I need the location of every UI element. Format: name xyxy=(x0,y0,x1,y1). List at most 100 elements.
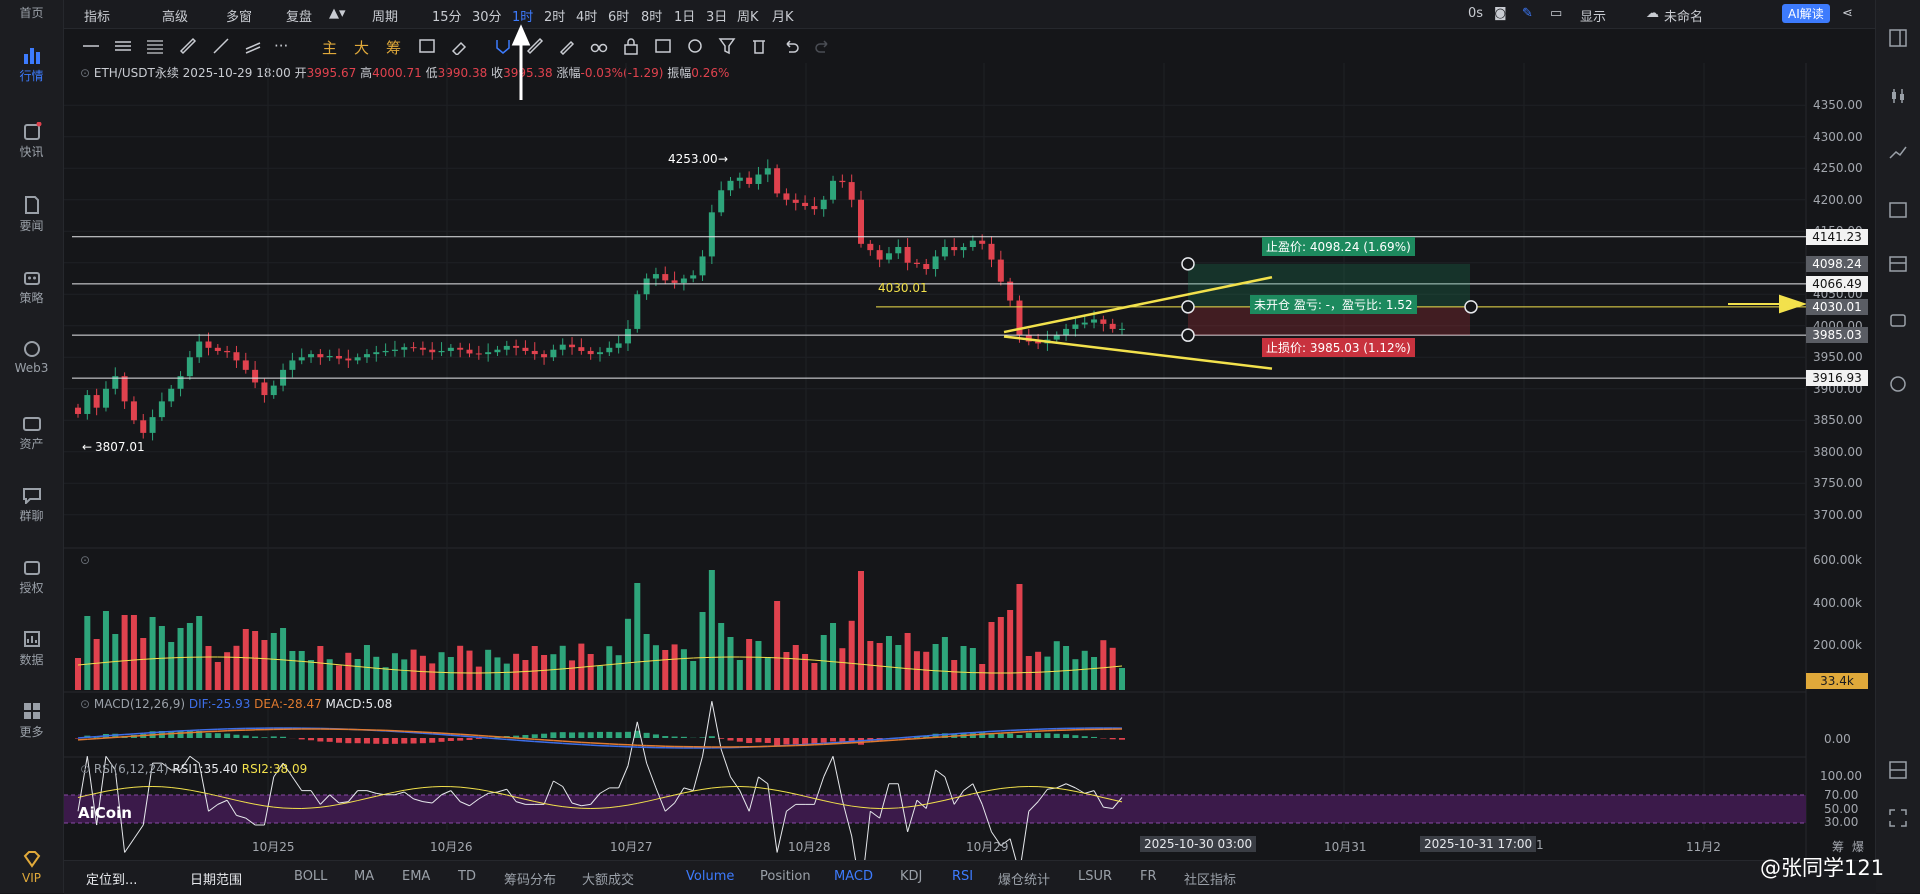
price-level-box[interactable]: 3916.93 xyxy=(1806,370,1868,386)
macd-histogram-bar xyxy=(429,738,435,743)
macd-dea-line xyxy=(964,735,973,736)
macd-dif-line xyxy=(171,731,180,732)
macd-dea-line xyxy=(97,738,106,739)
macd-dif-line xyxy=(964,733,973,734)
tab-rsi[interactable]: RSI xyxy=(952,869,973,884)
volume-bar xyxy=(122,615,128,690)
locate-button[interactable]: 定位到... xyxy=(86,869,137,888)
macd-dea-line xyxy=(1001,733,1010,734)
tab-td[interactable]: TD xyxy=(458,869,476,884)
macd-label[interactable]: MACD(12,26,9) xyxy=(94,697,185,711)
eye-icon[interactable]: ⊙ xyxy=(80,762,90,776)
volume-bar xyxy=(187,623,193,690)
tab-boll[interactable]: BOLL xyxy=(294,869,327,884)
tab-community-indicators[interactable]: 社区指标 xyxy=(1184,869,1236,888)
candle-body xyxy=(811,206,817,209)
candle-body xyxy=(522,348,528,351)
macd-histogram-bar xyxy=(206,733,212,738)
volume-bar xyxy=(280,628,286,690)
rsi2-line xyxy=(749,787,758,788)
volume-bar xyxy=(811,663,817,690)
candle-body xyxy=(448,348,454,351)
tab-volume[interactable]: Volume xyxy=(686,869,734,884)
tab-large-trades[interactable]: 大额成交 xyxy=(582,869,634,888)
rsi1-line xyxy=(712,701,721,749)
tab-lsur[interactable]: LSUR xyxy=(1078,869,1112,884)
tab-ma[interactable]: MA xyxy=(354,869,374,884)
price-level-box[interactable]: 4030.01 xyxy=(1806,299,1868,315)
macd-dif-line xyxy=(106,735,115,736)
tab-macd[interactable]: MACD xyxy=(834,869,873,884)
volume-bar xyxy=(755,641,761,690)
macd-histogram-bar xyxy=(774,738,780,746)
orderbook-icon[interactable] xyxy=(1888,254,1908,274)
rsi-label[interactable]: RSI(6,12,24) xyxy=(94,762,169,776)
volume-bar xyxy=(1063,646,1069,690)
candle-body xyxy=(252,370,258,383)
candle-body xyxy=(681,278,687,282)
swap-icon[interactable] xyxy=(1888,374,1908,394)
sidebar-toggle-icon[interactable] xyxy=(1888,28,1908,48)
rsi2-line xyxy=(125,787,134,788)
depth-chart-icon[interactable] xyxy=(1888,200,1908,220)
volume-bar xyxy=(597,666,603,690)
candle-body xyxy=(532,351,538,354)
rsi2-line xyxy=(423,787,432,788)
candle-body xyxy=(1007,282,1013,301)
macd-histogram-bar xyxy=(420,738,426,743)
macd-dea-line xyxy=(87,739,96,740)
macd-dea-line xyxy=(134,735,143,736)
macd-dea-line xyxy=(78,739,87,740)
fullscreen-icon[interactable] xyxy=(1888,808,1908,828)
price-level-box[interactable]: 3985.03 xyxy=(1806,327,1868,343)
volume-bar xyxy=(103,611,109,690)
tab-position[interactable]: Position xyxy=(760,869,811,884)
price-level-box[interactable]: 4141.23 xyxy=(1806,229,1868,245)
macd-dif-line xyxy=(936,734,945,735)
price-level-box[interactable]: 4098.24 xyxy=(1806,256,1868,272)
macd-dif-line xyxy=(78,737,87,738)
panel-icon[interactable] xyxy=(1888,760,1908,780)
macd-histogram-bar xyxy=(392,738,398,744)
volume-ma-line xyxy=(274,659,283,660)
tab-chip-distribution[interactable]: 筹码分布 xyxy=(504,869,556,888)
macd-histogram-bar xyxy=(178,731,184,738)
volume-settings-icon[interactable]: ⊙ xyxy=(80,553,90,567)
date-range-button[interactable]: 日期范围 xyxy=(190,869,242,888)
rsi1-line xyxy=(1066,784,1075,788)
tab-kdj[interactable]: KDJ xyxy=(900,869,922,884)
macd-histogram-bar xyxy=(327,738,333,742)
macd-dea-line xyxy=(115,737,124,738)
volume-bar xyxy=(1072,659,1078,690)
macd-dif-line xyxy=(497,739,506,740)
candle-body xyxy=(94,395,100,408)
stop-loss-label[interactable]: 止损价: 3985.03 (1.12%) xyxy=(1262,338,1415,357)
volume-bar xyxy=(662,650,668,690)
macd-dea-line xyxy=(870,741,879,742)
candle-icon[interactable] xyxy=(1888,86,1908,106)
bot-icon[interactable] xyxy=(1888,310,1908,330)
take-profit-label[interactable]: 止盈价: 4098.24 (1.69%) xyxy=(1262,237,1415,256)
tab-ema[interactable]: EMA xyxy=(402,869,430,884)
volume-bar xyxy=(737,660,743,690)
tab-fr[interactable]: FR xyxy=(1140,869,1157,884)
candle-body xyxy=(802,203,808,206)
crosshair-time-label: 2025-10-31 17:00 xyxy=(1420,836,1536,852)
trend-icon[interactable] xyxy=(1888,142,1908,162)
volume-bar xyxy=(718,623,724,690)
rsi2-line xyxy=(404,789,413,791)
candle-body xyxy=(625,329,631,343)
volume-bar xyxy=(448,657,454,690)
candle-body xyxy=(457,348,463,350)
candle-body xyxy=(187,357,193,376)
rsi2-line xyxy=(171,787,180,788)
eye-icon[interactable]: ⊙ xyxy=(80,697,90,711)
macd-dea-line xyxy=(992,733,1001,734)
macd-histogram-bar xyxy=(215,733,221,738)
tab-liquidation-stats[interactable]: 爆仓统计 xyxy=(998,869,1050,888)
position-status-label[interactable]: 未开仓 盈亏: -，盈亏比: 1.52 xyxy=(1250,295,1417,314)
rsi2-line xyxy=(768,789,777,791)
price-level-box[interactable]: 4066.49 xyxy=(1806,276,1868,292)
lower-trendline xyxy=(1004,336,1272,368)
